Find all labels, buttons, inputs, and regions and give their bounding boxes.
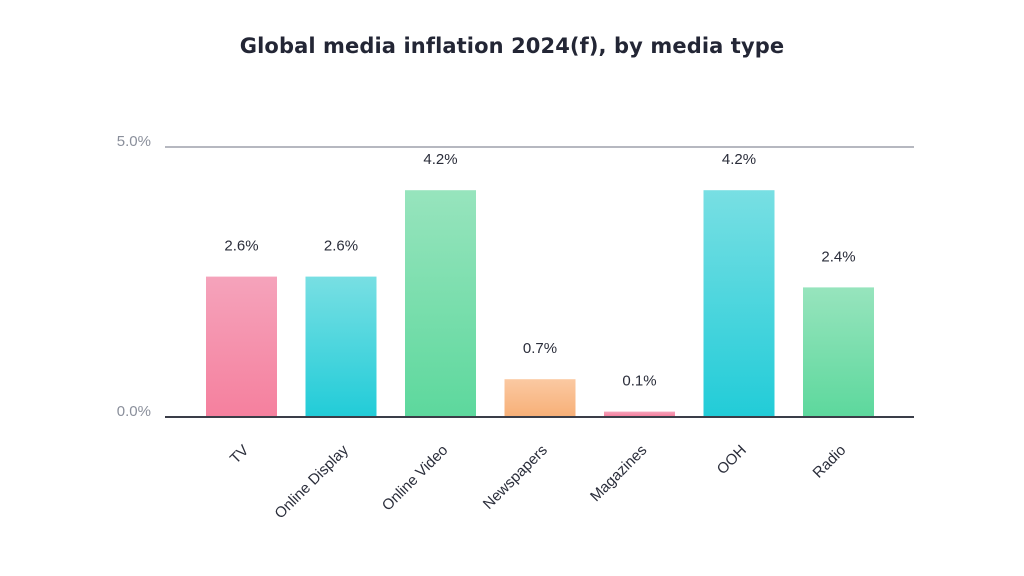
bar	[504, 379, 576, 416]
category-label: Magazines	[587, 442, 650, 505]
data-label: 0.1%	[622, 373, 656, 390]
data-label: 2.6%	[324, 238, 358, 255]
bar	[206, 276, 277, 416]
data-label: 0.7%	[523, 340, 557, 357]
category-label: Newspapers	[480, 442, 551, 513]
category-label: OOH	[714, 442, 750, 478]
chart-title: Global media inflation 2024(f), by media…	[239, 34, 785, 58]
data-label: 2.6%	[224, 238, 258, 255]
bar	[703, 190, 775, 416]
category-label: Radio	[810, 442, 850, 482]
y-tick-label: 0.0%	[117, 403, 151, 420]
data-label: 2.4%	[821, 248, 855, 265]
category-label: Online Display	[271, 441, 352, 522]
data-label: 4.2%	[722, 151, 756, 168]
category-label: TV	[227, 442, 253, 468]
bar	[305, 276, 377, 416]
bar	[803, 287, 874, 416]
y-tick-label: 5.0%	[117, 133, 151, 150]
bar	[405, 190, 476, 416]
bar	[604, 411, 675, 416]
data-label: 4.2%	[423, 151, 457, 168]
category-label: Online Video	[379, 442, 452, 515]
